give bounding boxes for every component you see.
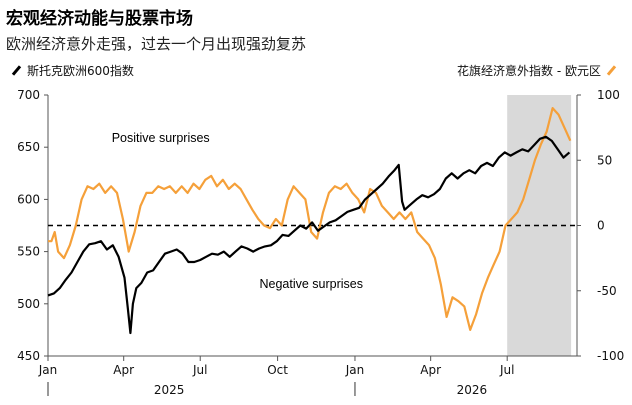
y-left-tick-label: 700	[17, 88, 40, 102]
chart-title: 宏观经济动能与股票市场	[6, 9, 193, 29]
legend-citi-label: 花旗经济意外指数 - 欧元区	[457, 64, 601, 78]
annotation-negative-surprises: Negative surprises	[259, 277, 363, 291]
y-right-tick-label: -50	[597, 284, 617, 298]
year-label: 2026	[457, 383, 488, 397]
y-right-tick-label: 0	[597, 219, 605, 233]
y-left-tick-label: 450	[17, 349, 40, 363]
x-tick-label: Jan	[345, 363, 365, 377]
legend-citi: 花旗经济意外指数 - 欧元区	[457, 62, 622, 79]
x-tick-label: Jul	[499, 363, 514, 377]
year-label: 2025	[154, 383, 185, 397]
series-line-stoxx	[47, 135, 571, 335]
legend-stoxx-label: 斯托克欧洲600指数	[27, 64, 134, 78]
x-tick-label: Jul	[192, 363, 207, 377]
series-line-citi	[48, 107, 572, 331]
y-right-tick-label: 100	[597, 88, 620, 102]
chart-subtitle: 欧洲经济意外走强，过去一个月出现强劲复苏	[6, 35, 307, 53]
y-left-tick-label: 500	[17, 297, 40, 311]
x-tick-label: Jan	[38, 363, 58, 377]
y-left-tick-label: 550	[17, 245, 40, 259]
y-left-tick-label: 600	[17, 192, 40, 206]
y-right-tick-label: -100	[597, 349, 624, 363]
x-tick-label: Apr	[113, 363, 134, 377]
x-tick-label: Apr	[420, 363, 441, 377]
legend-stoxx: 斯托克欧洲600指数	[6, 62, 134, 79]
y-left-tick-label: 650	[17, 140, 40, 154]
y-right-tick-label: 50	[597, 153, 612, 167]
x-tick-label: Oct	[267, 363, 288, 377]
annotation-positive-surprises: Positive surprises	[112, 131, 210, 145]
